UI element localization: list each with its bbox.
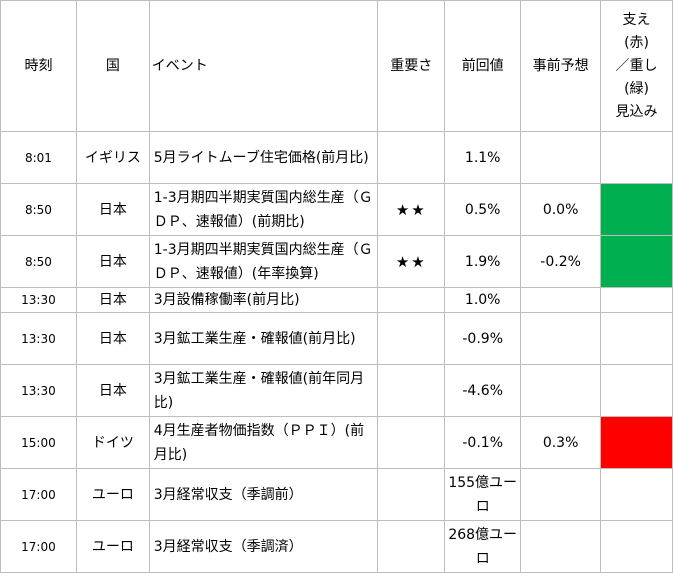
event-forecast: -0.2% [520,235,602,288]
event-name: 5月ライトムーブ住宅価格(前月比) [148,131,379,184]
event-importance: ★★ [377,235,446,288]
header-support-line: 支え [622,11,651,28]
event-importance [377,312,446,365]
support-indicator [600,416,673,469]
event-importance [377,131,446,184]
event-forecast: 0.3% [520,416,602,469]
table-row: 8:50 日本 1-3月期四半期実質国内総生産（ＧＤＰ、速報値）(前期比) ★★ 0.5… [0,183,673,236]
header-support-line: 見込み [615,103,658,120]
event-importance [377,520,446,573]
event-previous-value: -0.9% [444,312,522,365]
event-importance [377,468,446,521]
event-country: ユーロ [75,520,150,573]
event-forecast [520,364,602,417]
table-row: 17:00 ユーロ 3月経常収支（季調前） 155億ユーロ [0,468,673,521]
header-forecast: 事前予想 [520,0,602,132]
event-forecast: 0.0% [520,183,602,236]
header-event-label: イベント [151,58,208,74]
header-importance: 重要さ [377,0,446,132]
table-row: 13:30 日本 3月設備稼働率(前月比) 1.0% [0,287,673,313]
event-time: 8:50 [0,235,77,288]
event-forecast [520,468,602,521]
event-time: 17:00 [0,520,77,573]
header-event: イベント [148,0,379,132]
event-time: 17:00 [0,468,77,521]
event-forecast [520,312,602,365]
event-country: 日本 [75,183,150,236]
event-name: 1-3月期四半期実質国内総生産（ＧＤＰ、速報値）(前期比) [148,183,379,236]
event-country: 日本 [75,235,150,288]
table-row: 8:01 イギリス 5月ライトムーブ住宅価格(前月比) 1.1% [0,131,673,184]
event-importance [377,364,446,417]
event-time: 8:50 [0,183,77,236]
event-name: 3月経常収支（季調済） [148,520,379,573]
header-support-line: (赤) [624,34,649,51]
event-previous-value: 1.0% [444,287,522,313]
support-indicator [600,287,673,313]
header-row: 時刻 国 イベント 重要さ 前回値 事前予想 支え (赤) ／重し (緑) 見込… [0,0,673,132]
support-indicator [600,312,673,365]
event-name: 1-3月期四半期実質国内総生産（ＧＤＰ、速報値）(年率換算) [148,235,379,288]
table-row: 8:50 日本 1-3月期四半期実質国内総生産（ＧＤＰ、速報値）(年率換算) ★★ 1.… [0,235,673,288]
table-row: 13:30 日本 3月鉱工業生産・確報値(前年同月比) -4.6% [0,364,673,417]
table-row: 13:30 日本 3月鉱工業生産・確報値(前月比) -0.9% [0,312,673,365]
header-previous: 前回値 [444,0,522,132]
event-country: 日本 [75,364,150,417]
event-importance [377,287,446,313]
event-time: 13:30 [0,312,77,365]
event-importance [377,416,446,469]
event-previous-value: -4.6% [444,364,522,417]
table-row: 15:00 ドイツ 4月生産者物価指数（ＰＰＩ）(前月比) -0.1% 0.3% [0,416,673,469]
event-time: 8:01 [0,131,77,184]
support-indicator [600,520,673,573]
header-support-line: (緑) [624,80,649,97]
header-support: 支え (赤) ／重し (緑) 見込み [600,0,673,132]
event-previous-value: 0.5% [444,183,522,236]
support-indicator [600,364,673,417]
event-country: 日本 [75,287,150,313]
header-time: 時刻 [0,0,77,132]
event-importance: ★★ [377,183,446,236]
event-name: 4月生産者物価指数（ＰＰＩ）(前月比) [148,416,379,469]
event-name: 3月経常収支（季調前） [148,468,379,521]
event-name: 3月鉱工業生産・確報値(前月比) [148,312,379,365]
event-forecast [520,131,602,184]
event-time: 13:30 [0,287,77,313]
header-country: 国 [75,0,150,132]
support-indicator [600,235,673,288]
event-name: 3月設備稼働率(前月比) [148,287,379,313]
event-previous-value: 1.9% [444,235,522,288]
event-forecast [520,520,602,573]
event-previous-value: 268億ユーロ [444,520,522,573]
event-country: ドイツ [75,416,150,469]
event-time: 13:30 [0,364,77,417]
event-time: 15:00 [0,416,77,469]
event-country: ユーロ [75,468,150,521]
event-country: イギリス [75,131,150,184]
support-indicator [600,131,673,184]
event-previous-value: -0.1% [444,416,522,469]
event-name: 3月鉱工業生産・確報値(前年同月比) [148,364,379,417]
event-previous-value: 1.1% [444,131,522,184]
event-previous-value: 155億ユーロ [444,468,522,521]
support-indicator [600,468,673,521]
table-row: 17:00 ユーロ 3月経常収支（季調済） 268億ユーロ [0,520,673,573]
header-support-line: ／重し [615,57,658,74]
event-forecast [520,287,602,313]
event-country: 日本 [75,312,150,365]
support-indicator [600,183,673,236]
